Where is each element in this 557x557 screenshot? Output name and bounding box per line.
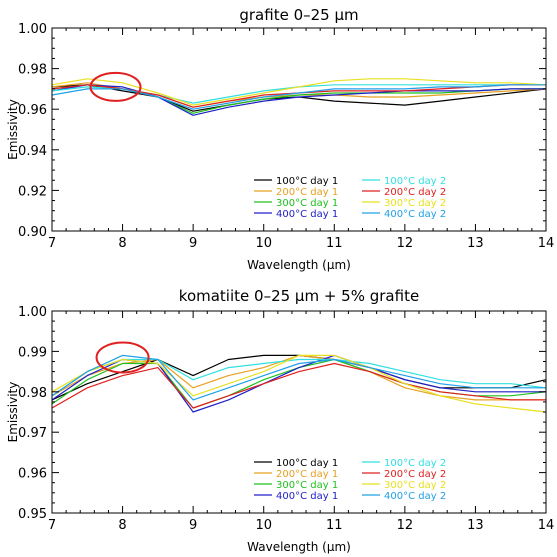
x-tick-label: 9 [189, 518, 197, 533]
legend-label: 200°C day 1 [276, 469, 338, 480]
series-line-6 [51, 362, 546, 409]
y-tick-label: 0.98 [18, 386, 47, 401]
x-axis-label: Wavelength (μm) [247, 258, 351, 272]
legend-label: 300°C day 2 [384, 480, 446, 491]
legend-label: 100°C day 1 [276, 458, 338, 469]
x-tick-label: 14 [538, 518, 555, 533]
legend-label: 400°C day 2 [384, 209, 446, 220]
legend-label: 400°C day 2 [384, 491, 446, 502]
y-tick-label: 0.96 [18, 103, 47, 118]
x-tick-label: 8 [118, 236, 126, 251]
series-line-4 [51, 84, 546, 116]
x-tick-label: 14 [538, 236, 555, 251]
x-tick-label: 11 [326, 236, 343, 251]
chart-title: komatiite 0–25 μm + 5% grafite [179, 287, 419, 305]
series-line-1 [51, 354, 547, 401]
y-tick-label: 1.00 [18, 305, 47, 320]
x-tick-label: 13 [467, 236, 484, 251]
x-tick-label: 13 [467, 518, 484, 533]
highlight-ellipse [95, 341, 150, 374]
legend-label: 200°C day 2 [384, 187, 446, 198]
chart-panel-1: grafite 0–25 μm 7 8 9 10 11 12 13 14 0.90 0.92 0.94… [6, 6, 554, 272]
highlight-ellipse [89, 71, 142, 102]
y-tick-label: 1.00 [18, 22, 47, 37]
x-tick-label: 12 [397, 236, 414, 251]
y-tick-label: 0.92 [18, 184, 47, 199]
y-tick-label: 0.94 [18, 144, 47, 159]
legend-label: 400°C day 1 [276, 491, 338, 502]
legend-label: 200°C day 2 [384, 469, 446, 480]
x-tick-label: 10 [255, 236, 272, 251]
x-tick-label: 7 [48, 518, 56, 533]
x-tick-label: 9 [189, 236, 197, 251]
legend-label: 400°C day 1 [276, 209, 338, 220]
y-tick-label: 0.96 [18, 467, 47, 482]
x-tick-label: 12 [397, 518, 414, 533]
series-line-8 [51, 354, 546, 401]
y-tick-label: 0.90 [18, 225, 47, 240]
x-axis-label: Wavelength (μm) [247, 540, 351, 554]
series-line-8 [51, 84, 546, 110]
y-tick-label: 0.99 [18, 345, 47, 360]
series-line-7 [51, 354, 547, 413]
y-tick-label: 0.97 [18, 426, 47, 441]
series-line-7 [51, 78, 547, 106]
y-tick-label: 0.95 [18, 507, 47, 522]
chart-title: grafite 0–25 μm [239, 6, 358, 24]
legend-label: 100°C day 1 [276, 176, 338, 187]
y-tick-label: 0.98 [18, 63, 47, 78]
legend-label: 300°C day 2 [384, 198, 446, 209]
series-line-2 [51, 354, 546, 401]
series-line-5 [51, 358, 547, 397]
x-tick-label: 10 [255, 518, 272, 533]
y-axis-label: Emissivity [6, 99, 20, 160]
legend-label: 300°C day 1 [276, 198, 338, 209]
legend-label: 200°C day 1 [276, 187, 338, 198]
x-tick-label: 7 [48, 236, 56, 251]
legend-label: 300°C day 1 [276, 480, 338, 491]
legend-label: 100°C day 2 [384, 176, 446, 187]
series-line-1 [51, 84, 547, 112]
x-tick-label: 8 [118, 518, 126, 533]
chart-panel-2: komatiite 0–25 μm + 5% grafite 7 8 9 10 11 12 1… [6, 287, 554, 554]
x-tick-label: 11 [326, 518, 343, 533]
y-axis-label: Emissivity [6, 382, 20, 443]
legend-label: 100°C day 2 [384, 458, 446, 469]
